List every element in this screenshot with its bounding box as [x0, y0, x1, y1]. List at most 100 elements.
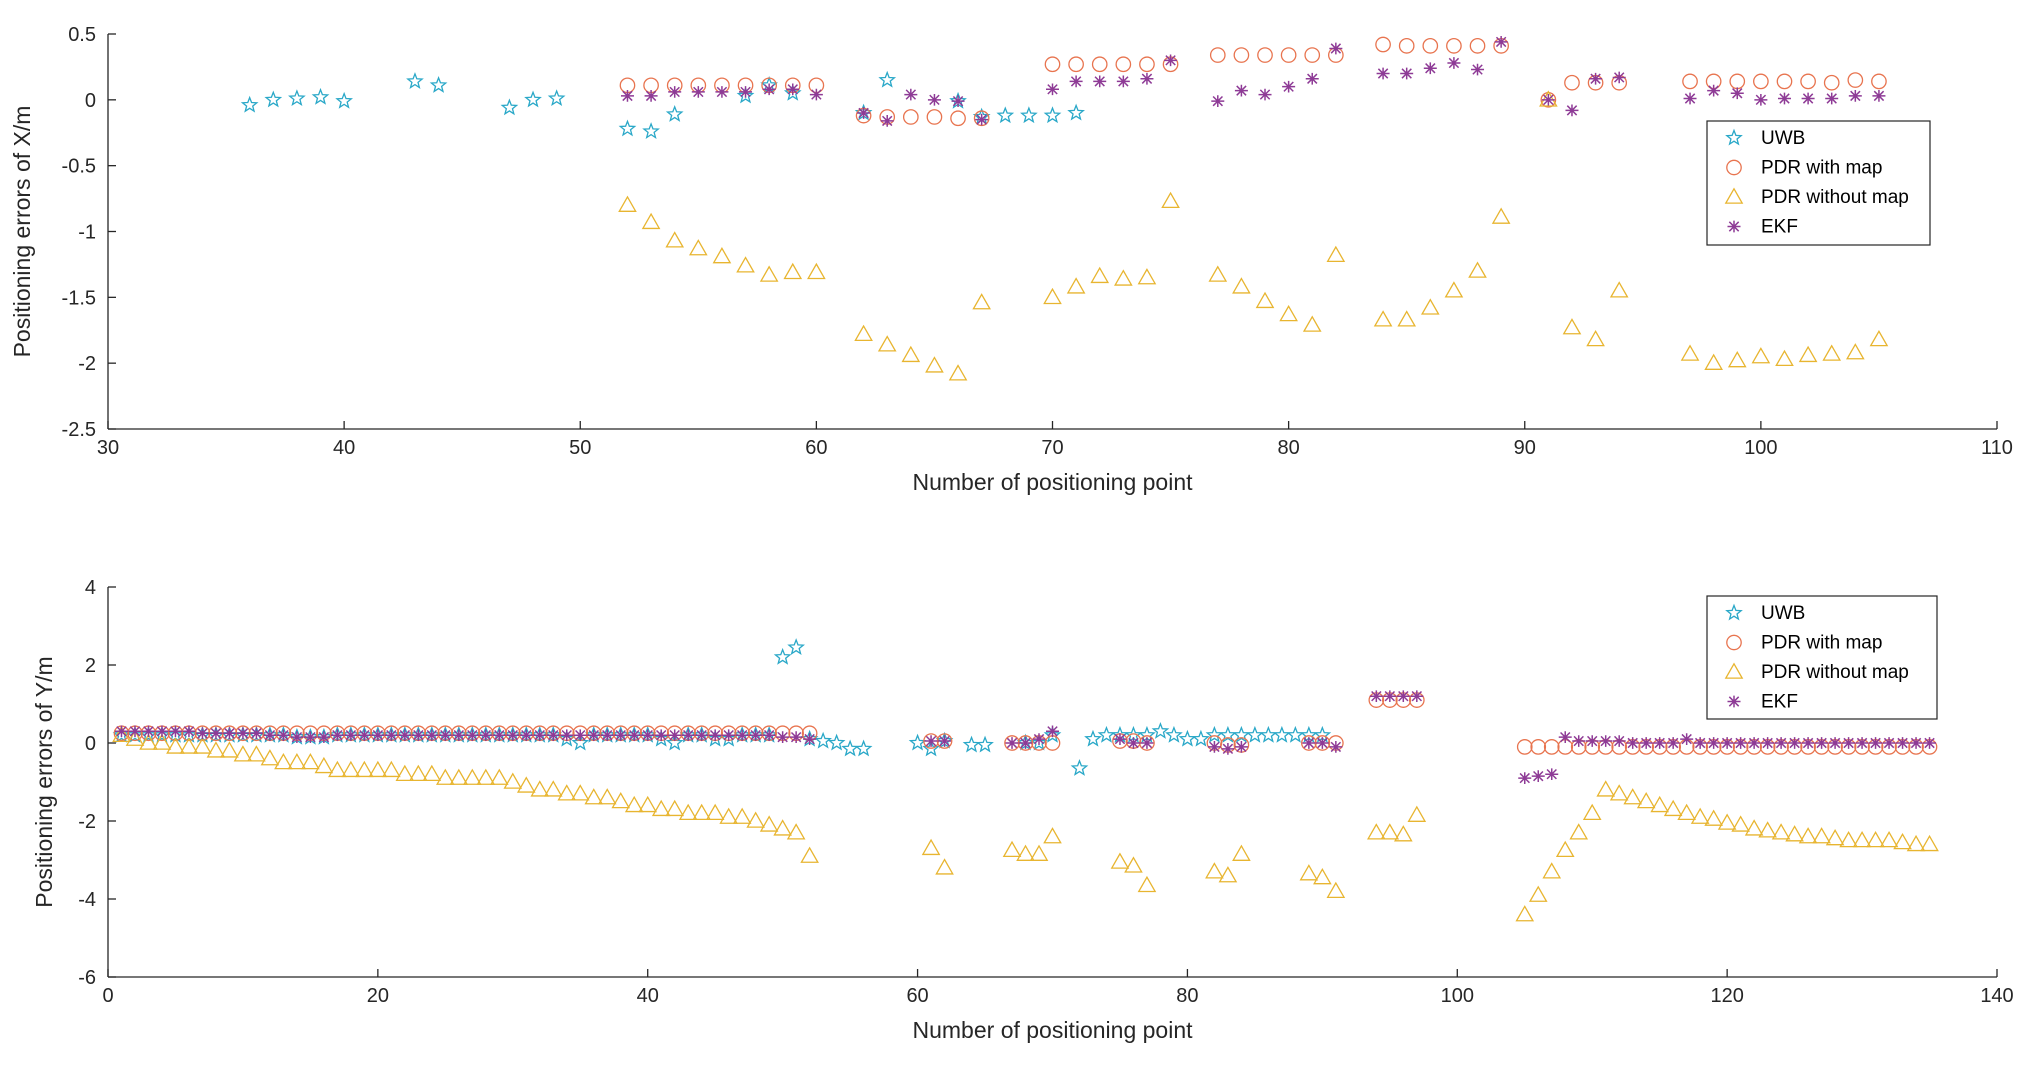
- data-point: [1562, 318, 1582, 335]
- data-point: [371, 729, 385, 742]
- data-point: [1558, 731, 1572, 743]
- data-point: [1866, 830, 1885, 848]
- data-point: [641, 729, 655, 742]
- data-point: [1383, 690, 1397, 703]
- x-axis-label: Number of positioning point: [913, 1017, 1194, 1043]
- data-point: [1774, 737, 1788, 749]
- data-point: [1753, 73, 1769, 90]
- data-point: [627, 729, 641, 742]
- data-point: [668, 729, 682, 742]
- data-point: [438, 729, 452, 742]
- data-point: [857, 107, 871, 119]
- data-point: [168, 725, 182, 738]
- data-point: [1140, 737, 1154, 749]
- data-point: [1067, 103, 1085, 121]
- data-point: [1543, 739, 1560, 755]
- data-point: [503, 772, 523, 789]
- data-point: [406, 72, 424, 89]
- data-point: [276, 729, 290, 742]
- data-point: [926, 109, 943, 125]
- x-tick-label: 50: [569, 437, 591, 459]
- data-point: [921, 838, 941, 856]
- data-point: [735, 729, 749, 742]
- data-point: [1302, 737, 1316, 749]
- data-point: [783, 262, 803, 280]
- data-point: [398, 729, 412, 742]
- data-point: [1090, 266, 1110, 284]
- x-tick-label: 80: [1176, 985, 1198, 1007]
- data-point: [1234, 741, 1248, 753]
- data-point: [546, 729, 560, 742]
- data-point: [1116, 75, 1130, 88]
- data-point: [1650, 795, 1670, 813]
- data-point: [1690, 807, 1710, 824]
- x-tick-label: 40: [637, 985, 659, 1007]
- data-point: [814, 731, 832, 749]
- data-point: [1882, 737, 1896, 749]
- series-pdr-with-map: [619, 36, 1887, 127]
- y-tick-label: -2: [78, 353, 96, 375]
- data-point: [786, 823, 806, 840]
- data-point: [1555, 840, 1575, 858]
- data-point: [1286, 725, 1305, 743]
- data-point: [600, 729, 614, 742]
- data-point: [1823, 74, 1840, 91]
- data-point: [1761, 737, 1775, 749]
- data-point: [524, 90, 542, 108]
- data-point: [384, 729, 398, 742]
- data-point: [557, 729, 576, 747]
- data-point: [1471, 63, 1485, 76]
- data-point: [695, 729, 709, 742]
- data-point: [597, 788, 617, 805]
- data-point: [1259, 725, 1278, 743]
- data-point: [519, 729, 533, 742]
- data-point: [1545, 768, 1559, 781]
- data-point: [166, 737, 185, 754]
- data-point: [1572, 735, 1586, 747]
- data-point: [1232, 277, 1251, 294]
- data-point: [651, 799, 671, 817]
- data-point: [1855, 737, 1869, 749]
- data-point: [125, 729, 145, 746]
- data-point: [1731, 815, 1750, 832]
- data-point: [1046, 83, 1059, 96]
- data-point: [1005, 737, 1019, 749]
- data-point: [1623, 788, 1643, 805]
- x-axis-label: Number of positioning point: [913, 469, 1194, 495]
- data-point: [1114, 269, 1133, 286]
- data-point: [314, 756, 334, 774]
- data-point: [1828, 737, 1842, 749]
- data-point: [880, 115, 894, 127]
- data-point: [841, 739, 859, 757]
- data-point: [587, 729, 601, 742]
- data-point: [301, 752, 320, 770]
- data-point: [688, 239, 708, 256]
- data-point: [924, 735, 938, 747]
- data-point: [652, 729, 671, 747]
- data-point: [746, 811, 765, 828]
- data-point: [1032, 733, 1046, 745]
- data-point: [786, 83, 800, 96]
- legend-label: PDR without map: [1761, 662, 1909, 683]
- data-point: [902, 109, 919, 125]
- data-point: [807, 262, 826, 280]
- data-point: [220, 741, 239, 758]
- data-point: [465, 729, 479, 742]
- data-point: [1777, 92, 1791, 105]
- data-point: [1744, 819, 1764, 836]
- data-point: [1815, 737, 1829, 749]
- data-point: [1446, 37, 1462, 54]
- data-point: [1666, 737, 1680, 749]
- data-point: [1070, 759, 1089, 776]
- data-point: [1754, 93, 1768, 106]
- data-point: [1393, 825, 1413, 842]
- data-point: [1923, 737, 1937, 749]
- data-point: [1822, 344, 1842, 361]
- data-point: [1747, 737, 1761, 749]
- data-point: [1302, 315, 1322, 332]
- series-pdr-without-map: [618, 90, 1889, 381]
- y-tick-label: -1: [78, 222, 96, 244]
- data-point: [809, 88, 823, 101]
- legend-label: EKF: [1761, 217, 1798, 238]
- legend-label: EKF: [1761, 692, 1798, 713]
